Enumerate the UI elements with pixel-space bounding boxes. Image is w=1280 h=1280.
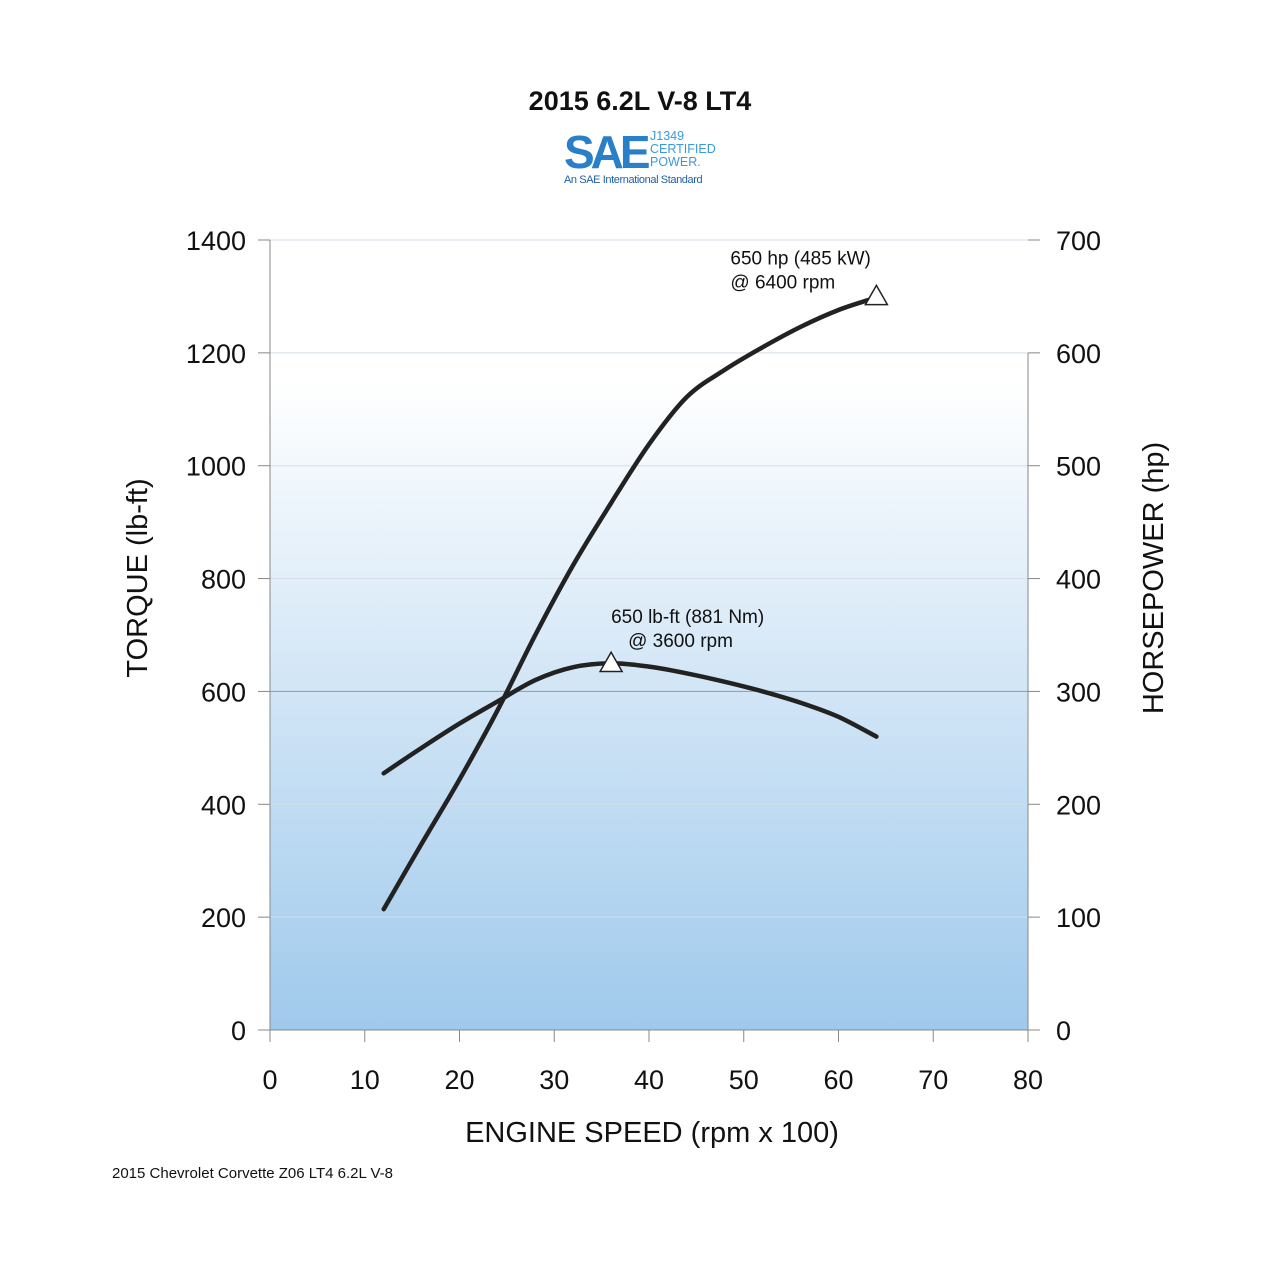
y-right-tick-label-200: 200	[1056, 790, 1101, 820]
sae-logo-tagline: An SAE International Standard	[564, 174, 703, 186]
y-right-tick-label-500: 500	[1056, 452, 1101, 482]
y-left-tick-label-1400: 1400	[186, 226, 246, 256]
horsepower-curve	[381, 295, 879, 912]
x-axis-title: ENGINE SPEED (rpm x 100)	[465, 1117, 839, 1149]
x-tick-label-10: 10	[350, 1065, 380, 1095]
y-left-tick-label-1000: 1000	[186, 452, 246, 482]
y-right-tick-label-600: 600	[1056, 339, 1101, 369]
y-right-tick-label-700: 700	[1056, 226, 1101, 256]
x-tick-label-20: 20	[444, 1065, 474, 1095]
x-tick-label-70: 70	[918, 1065, 948, 1095]
y-left-tick-label-0: 0	[231, 1016, 246, 1046]
footnote: 2015 Chevrolet Corvette Z06 LT4 6.2L V-8	[112, 1165, 393, 1182]
sae-logo-line3: POWER.	[650, 155, 701, 169]
x-tick-label-0: 0	[262, 1065, 277, 1095]
horsepower-peak-marker	[864, 283, 889, 306]
tick-labels: 0 10 20 30 40 50 60 70 8002004006008001000120014…	[186, 226, 1101, 1095]
annotations: 650 hp (485 kW) @ 6400 rpm 650 lb-ft (881 …	[611, 248, 871, 652]
y-right-tick-label-300: 300	[1056, 677, 1101, 707]
y-left-tick-label-600: 600	[201, 677, 246, 707]
x-tick-label-50: 50	[729, 1065, 759, 1095]
torque-peak-label-line1: 650 lb-ft (881 Nm)	[611, 607, 764, 628]
y-left-tick-label-200: 200	[201, 903, 246, 933]
y-left-tick-label-400: 400	[201, 790, 246, 820]
y-axis-right-title: HORSEPOWER (hp)	[1138, 442, 1170, 714]
y-left-tick-label-800: 800	[201, 565, 246, 595]
torque-peak-marker	[598, 650, 624, 673]
sae-logo-line1: J1349	[650, 129, 684, 143]
y-left-tick-label-1200: 1200	[186, 339, 246, 369]
peak-markers	[598, 283, 889, 673]
sae-logo-line2: CERTIFIED	[650, 142, 716, 156]
sae-logo: SAE J1349 CERTIFIED POWER. An SAE Intern…	[564, 126, 716, 186]
x-tick-label-30: 30	[539, 1065, 569, 1095]
horsepower-peak-label-line1: 650 hp (485 kW)	[730, 248, 870, 269]
x-tick-label-40: 40	[634, 1065, 664, 1095]
plot-area	[270, 240, 1028, 1030]
sae-logo-mark: SAE	[564, 126, 649, 178]
torque-curve	[381, 660, 879, 776]
y-axis-left-title: TORQUE (lb-ft)	[122, 478, 154, 677]
torque-peak-label-line2: @ 3600 rpm	[628, 631, 733, 652]
y-right-tick-label-100: 100	[1056, 903, 1101, 933]
series-lines	[381, 295, 879, 912]
x-tick-label-80: 80	[1013, 1065, 1043, 1095]
chart-title: 2015 6.2L V-8 LT4	[528, 86, 752, 116]
y-right-tick-label-0: 0	[1056, 1016, 1071, 1046]
y-right-tick-label-400: 400	[1056, 565, 1101, 595]
x-tick-label-60: 60	[823, 1065, 853, 1095]
horsepower-peak-label-line2: @ 6400 rpm	[730, 272, 835, 293]
